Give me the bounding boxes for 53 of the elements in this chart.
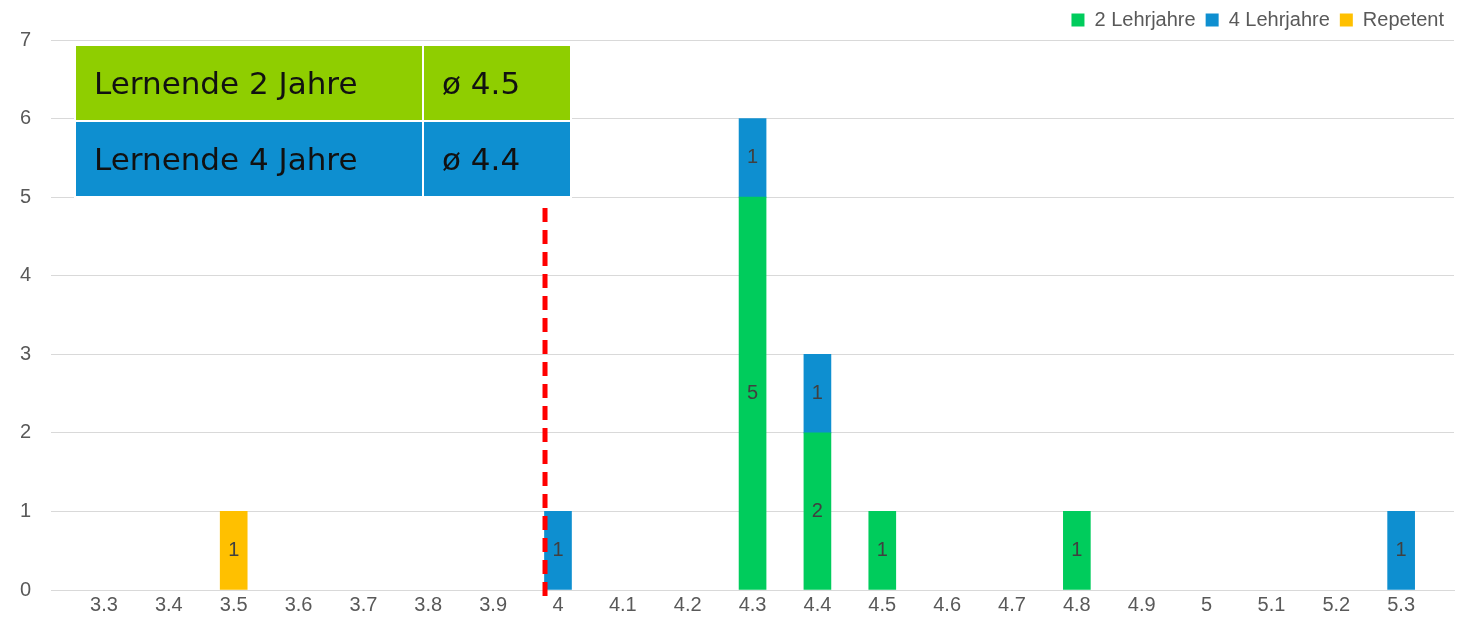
bar [738, 196, 767, 590]
y-tick-label: 2 [20, 420, 32, 443]
x-tick-label: 5.3 [1387, 592, 1416, 615]
x-tick-label: 3.6 [284, 592, 313, 615]
x-tick-label: 4 [552, 592, 564, 615]
annotation: Lernende 4 Jahre [75, 121, 423, 197]
data-label: 1 [747, 145, 759, 168]
y-tick-label: 6 [20, 106, 32, 129]
x-tick-label: 5.2 [1322, 592, 1351, 615]
bar [803, 432, 832, 590]
x-tick-label: 4.2 [673, 592, 702, 615]
x-tick-label: 4.8 [1062, 592, 1091, 615]
annotation: ø 4.5 [423, 45, 571, 121]
x-tick-label: 5.1 [1257, 592, 1286, 615]
data-label: 1 [228, 537, 240, 560]
x-tick-label: 4.4 [803, 592, 832, 615]
bar [1063, 511, 1091, 590]
legend-label: 2 Lehrjahre [1094, 7, 1196, 30]
x-tick-label: 3.7 [349, 592, 378, 615]
data-label: 5 [747, 380, 759, 403]
data-label: 1 [552, 537, 564, 560]
x-tick-label: 3.3 [90, 592, 118, 615]
x-tick-label: 4.6 [933, 592, 962, 615]
bar [803, 353, 832, 434]
x-tick-label: 4.1 [608, 592, 637, 615]
annotation: Lernende 2 Jahre [75, 45, 423, 121]
y-tick-label: 0 [20, 577, 32, 600]
x-tick-label: 4.9 [1127, 592, 1156, 615]
data-label: 1 [811, 381, 823, 404]
x-tick-label: 3.5 [219, 592, 248, 615]
x-tick-label: 5 [1201, 592, 1213, 615]
y-tick-label: 7 [20, 27, 32, 50]
y-tick-label: 3 [20, 341, 32, 364]
y-tick-label: 1 [20, 498, 32, 521]
y-tick-label: 5 [20, 184, 32, 207]
y-tick-label: 4 [20, 263, 32, 286]
bar [868, 511, 897, 590]
legend-label: 4 Lehrjahre [1228, 7, 1330, 30]
x-tick-label: 3.4 [154, 592, 183, 615]
legend-label: Repetent [1362, 7, 1445, 30]
data-label: 1 [1395, 537, 1407, 560]
bar [219, 511, 248, 590]
data-label: 2 [811, 498, 823, 521]
x-tick-label: 4.5 [868, 592, 897, 615]
x-tick-label: 4.3 [738, 592, 767, 615]
x-tick-label: 3.8 [414, 592, 443, 615]
bar [1387, 511, 1415, 590]
x-tick-label: 4.7 [998, 592, 1026, 615]
data-label: 1 [1071, 537, 1083, 560]
annotation: ø 4.4 [423, 121, 571, 197]
x-tick-label: 3.9 [479, 592, 508, 615]
data-label: 1 [876, 537, 888, 560]
bar [738, 118, 767, 198]
